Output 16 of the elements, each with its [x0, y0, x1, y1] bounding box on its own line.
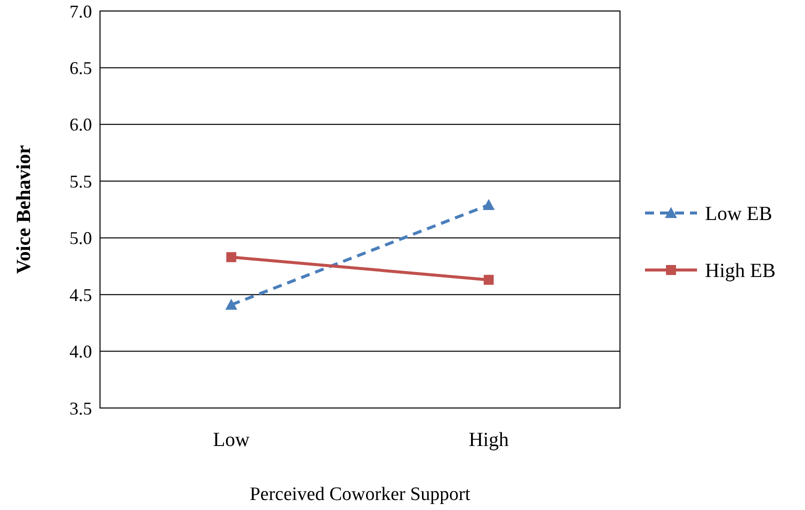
- y-axis-title: Voice Behavior: [13, 145, 35, 274]
- y-tick-label: 5.5: [70, 171, 92, 192]
- y-tick-label: 7.0: [70, 1, 92, 22]
- y-tick-label: 4.5: [70, 284, 92, 305]
- legend-label: High EB: [705, 260, 776, 282]
- legend-label: Low EB: [705, 203, 772, 225]
- x-tick-label: Low: [212, 429, 250, 451]
- x-axis-title: Perceived Coworker Support: [250, 484, 471, 505]
- point: [226, 252, 236, 262]
- y-tick-label: 3.5: [70, 398, 92, 418]
- y-tick-label: 6.5: [70, 58, 92, 78]
- y-tick-label: 4.0: [70, 342, 92, 362]
- point: [484, 274, 494, 285]
- x-tick-label: High: [468, 429, 509, 451]
- y-tick-label: 6.0: [70, 114, 92, 135]
- y-tick-label: 5.0: [70, 228, 92, 248]
